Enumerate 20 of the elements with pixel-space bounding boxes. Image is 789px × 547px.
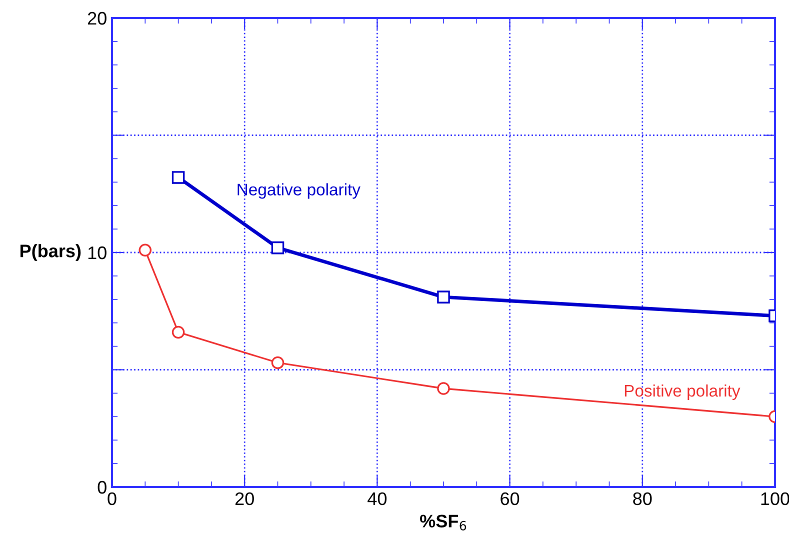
x-tick-label: 100	[761, 492, 789, 506]
x-tick-label: 20	[235, 492, 254, 506]
series-label: Negative polarity	[238, 183, 360, 199]
point	[271, 241, 284, 254]
point	[172, 171, 185, 184]
series-label: Positive polarity	[624, 384, 740, 400]
y-tick-label: 20	[88, 12, 106, 25]
point	[271, 356, 284, 370]
y-axis-title: P(bars)	[20, 244, 81, 261]
y-tick-label: 10	[88, 246, 106, 260]
point	[437, 290, 450, 304]
x-tick-label: 40	[368, 492, 387, 506]
x-tick-label: 60	[500, 492, 520, 506]
y-tick-label: 0	[98, 480, 106, 494]
point	[172, 326, 185, 339]
x-tick-label: 0	[108, 492, 116, 506]
x-tick-label: 80	[633, 492, 652, 506]
point	[138, 244, 152, 257]
x-axis-title: %SF$_{6}$	[420, 514, 466, 530]
point	[437, 382, 450, 395]
